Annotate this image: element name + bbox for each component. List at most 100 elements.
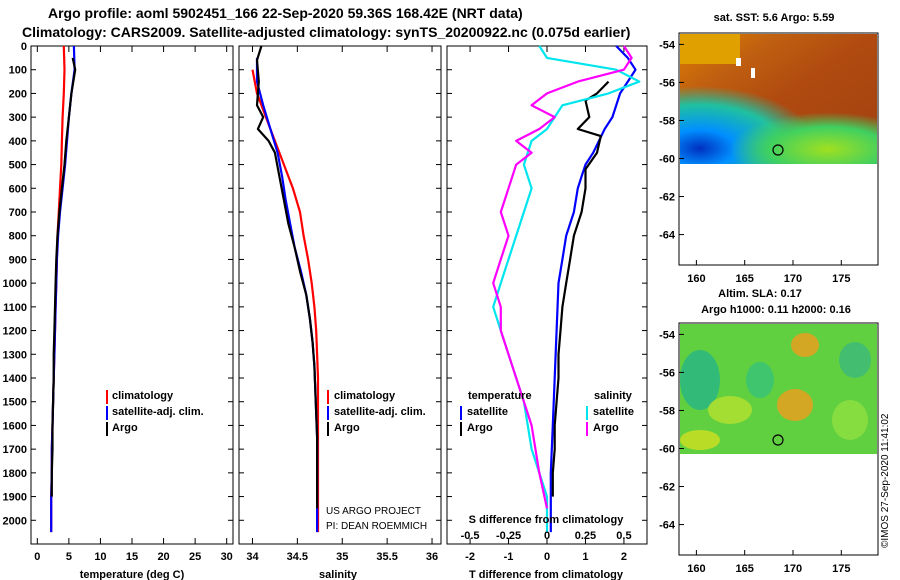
x-tick-label: 0: [34, 551, 40, 563]
legend-label-t-argo: Argo: [467, 422, 493, 434]
y-tick-label: 0: [21, 41, 27, 53]
map-y-tick-label: -64: [659, 520, 676, 532]
salinity-legend: climatology satellite-adj. clim. Argo: [327, 390, 426, 436]
y-tick-label: 800: [9, 231, 27, 243]
sla-blob: [832, 400, 868, 440]
sla-map-title-2: Argo h1000: 0.11 h2000: 0.16: [701, 304, 851, 316]
figure-title-line-1: Argo profile: aoml 5902451_166 22-Sep-20…: [48, 5, 523, 21]
legend-swatch-s-satellite: [586, 406, 588, 420]
y-tick-label: 500: [9, 160, 27, 172]
sst-field-green-east: [680, 90, 877, 164]
y-tick-label: 1100: [3, 302, 27, 314]
x-tick-label: 15: [126, 551, 138, 563]
temperature-axis-ticks: 0100200300400500600700800900100011001200…: [3, 41, 233, 563]
sla-blob: [839, 342, 871, 378]
sla-blob: [777, 389, 813, 421]
y-tick-label: 1700: [3, 444, 27, 456]
y-tick-label: 400: [9, 136, 27, 148]
temperature-panel: 0100200300400500600700800900100011001200…: [3, 41, 234, 580]
temperature-series: [50, 45, 77, 533]
difference-plot-frame: [446, 45, 648, 545]
legend-swatch-argo: [106, 422, 108, 436]
s-diff-tick-label: 0.5: [616, 530, 631, 542]
y-tick-label: 1300: [3, 349, 27, 361]
sla-map-axis-ticks: 160 165 170 175 -54 -56 -58 -60 -62 -64: [659, 329, 850, 575]
temperature-x-axis-label: temperature (deg C): [80, 569, 185, 580]
sst-heatmap-field: [680, 34, 877, 164]
salinity-plot-frame: [238, 45, 442, 545]
s-difference-axis-title: S difference from climatology: [469, 514, 625, 526]
y-tick-label: 1400: [3, 373, 27, 385]
x-tick-label: 30: [221, 551, 233, 563]
s-diff-tick-label: -0.25: [496, 530, 521, 542]
s-diff-tick-label: 0.25: [575, 530, 596, 542]
legend-swatch-t-satellite: [460, 406, 462, 420]
y-tick-label: 1800: [3, 468, 27, 480]
t-difference-x-axis-label: T difference from climatology: [469, 569, 624, 580]
map-x-tick-label: 160: [687, 273, 705, 285]
difference-panel: -2 -1 0 1 2 temperature salinity satellite A…: [446, 45, 648, 580]
x-tick-label: 34.5: [287, 551, 308, 563]
map-y-tick-label: -56: [659, 77, 675, 89]
legend-swatch-s-argo: [586, 422, 588, 436]
salinity-panel: 34 34.5 35 35.5 36 climatology satellite-adj…: [238, 45, 442, 580]
salinity-x-axis-label: salinity: [319, 569, 358, 580]
salinity-axis-ticks: 34 34.5 35 35.5 36: [239, 45, 441, 563]
legend-label-s-satellite: satellite: [593, 406, 634, 418]
series-line-t-argo: [551, 80, 610, 497]
y-tick-label: 2000: [3, 515, 27, 527]
x-tick-label: 2: [621, 551, 627, 563]
map-y-tick-label: -62: [659, 192, 675, 204]
sla-blob: [680, 350, 720, 410]
legend-label-climatology: climatology: [112, 390, 174, 402]
legend-label-argo: Argo: [334, 422, 360, 434]
sla-blob: [680, 430, 720, 450]
legend-label-argo: Argo: [112, 422, 138, 434]
temperature-plot-frame: [30, 45, 234, 545]
imos-watermark: ©IMOS 27-Sep-2020 11:41:02: [880, 413, 891, 548]
legend-swatch-climatology: [106, 390, 108, 404]
series-line-s-argo: [492, 45, 633, 509]
x-tick-label: 1: [582, 551, 588, 563]
series-line-t-satellite: [549, 45, 637, 533]
map-y-tick-label: -62: [659, 482, 675, 494]
x-tick-label: 5: [66, 551, 72, 563]
y-tick-label: 900: [9, 254, 27, 266]
map-y-tick-label: -64: [659, 230, 676, 242]
map-x-tick-label: 160: [687, 563, 705, 575]
sst-map-axis-ticks: 160 165 170 175 -54 -56 -58 -60 -62 -64: [659, 39, 850, 285]
s-diff-tick-label: 0: [544, 530, 550, 542]
y-tick-label: 1500: [3, 397, 27, 409]
x-tick-label: 35.5: [376, 551, 397, 563]
x-tick-label: 36: [426, 551, 438, 563]
y-tick-label: 1600: [3, 420, 27, 432]
y-tick-label: 700: [9, 207, 27, 219]
salinity-series: [251, 45, 320, 533]
y-tick-label: 300: [9, 112, 27, 124]
map-y-tick-label: -58: [659, 405, 675, 417]
legend-swatch-t-argo: [460, 422, 462, 436]
argo-location-marker: [772, 144, 784, 156]
series-line-argo: [255, 45, 319, 509]
map-y-tick-label: -58: [659, 115, 675, 127]
difference-axis-ticks: -2 -1 0 1 2: [447, 45, 647, 563]
map-x-tick-label: 175: [832, 273, 850, 285]
x-tick-label: 20: [157, 551, 169, 563]
legend-label-satellite-adj: satellite-adj. clim.: [112, 406, 204, 418]
sla-heatmap-field: [680, 324, 877, 454]
sla-blob: [746, 362, 774, 398]
legend-swatch-satellite-adj: [327, 406, 329, 420]
sla-blob: [708, 396, 752, 424]
difference-legend: temperature salinity satellite Argo sate…: [460, 390, 634, 436]
pi-annotation-name: PI: DEAN ROEMMICH: [326, 521, 427, 532]
legend-swatch-satellite-adj: [106, 406, 108, 420]
map-x-tick-label: 165: [736, 273, 754, 285]
x-tick-label: 35: [336, 551, 348, 563]
legend-label-s-argo: Argo: [593, 422, 619, 434]
map-y-tick-label: -60: [659, 444, 675, 456]
s-difference-tick-labels: -0.5 -0.25 0 0.25 0.5: [461, 530, 632, 542]
y-tick-label: 1200: [3, 326, 27, 338]
x-tick-label: 0: [544, 551, 550, 563]
y-tick-label: 1900: [3, 492, 27, 504]
